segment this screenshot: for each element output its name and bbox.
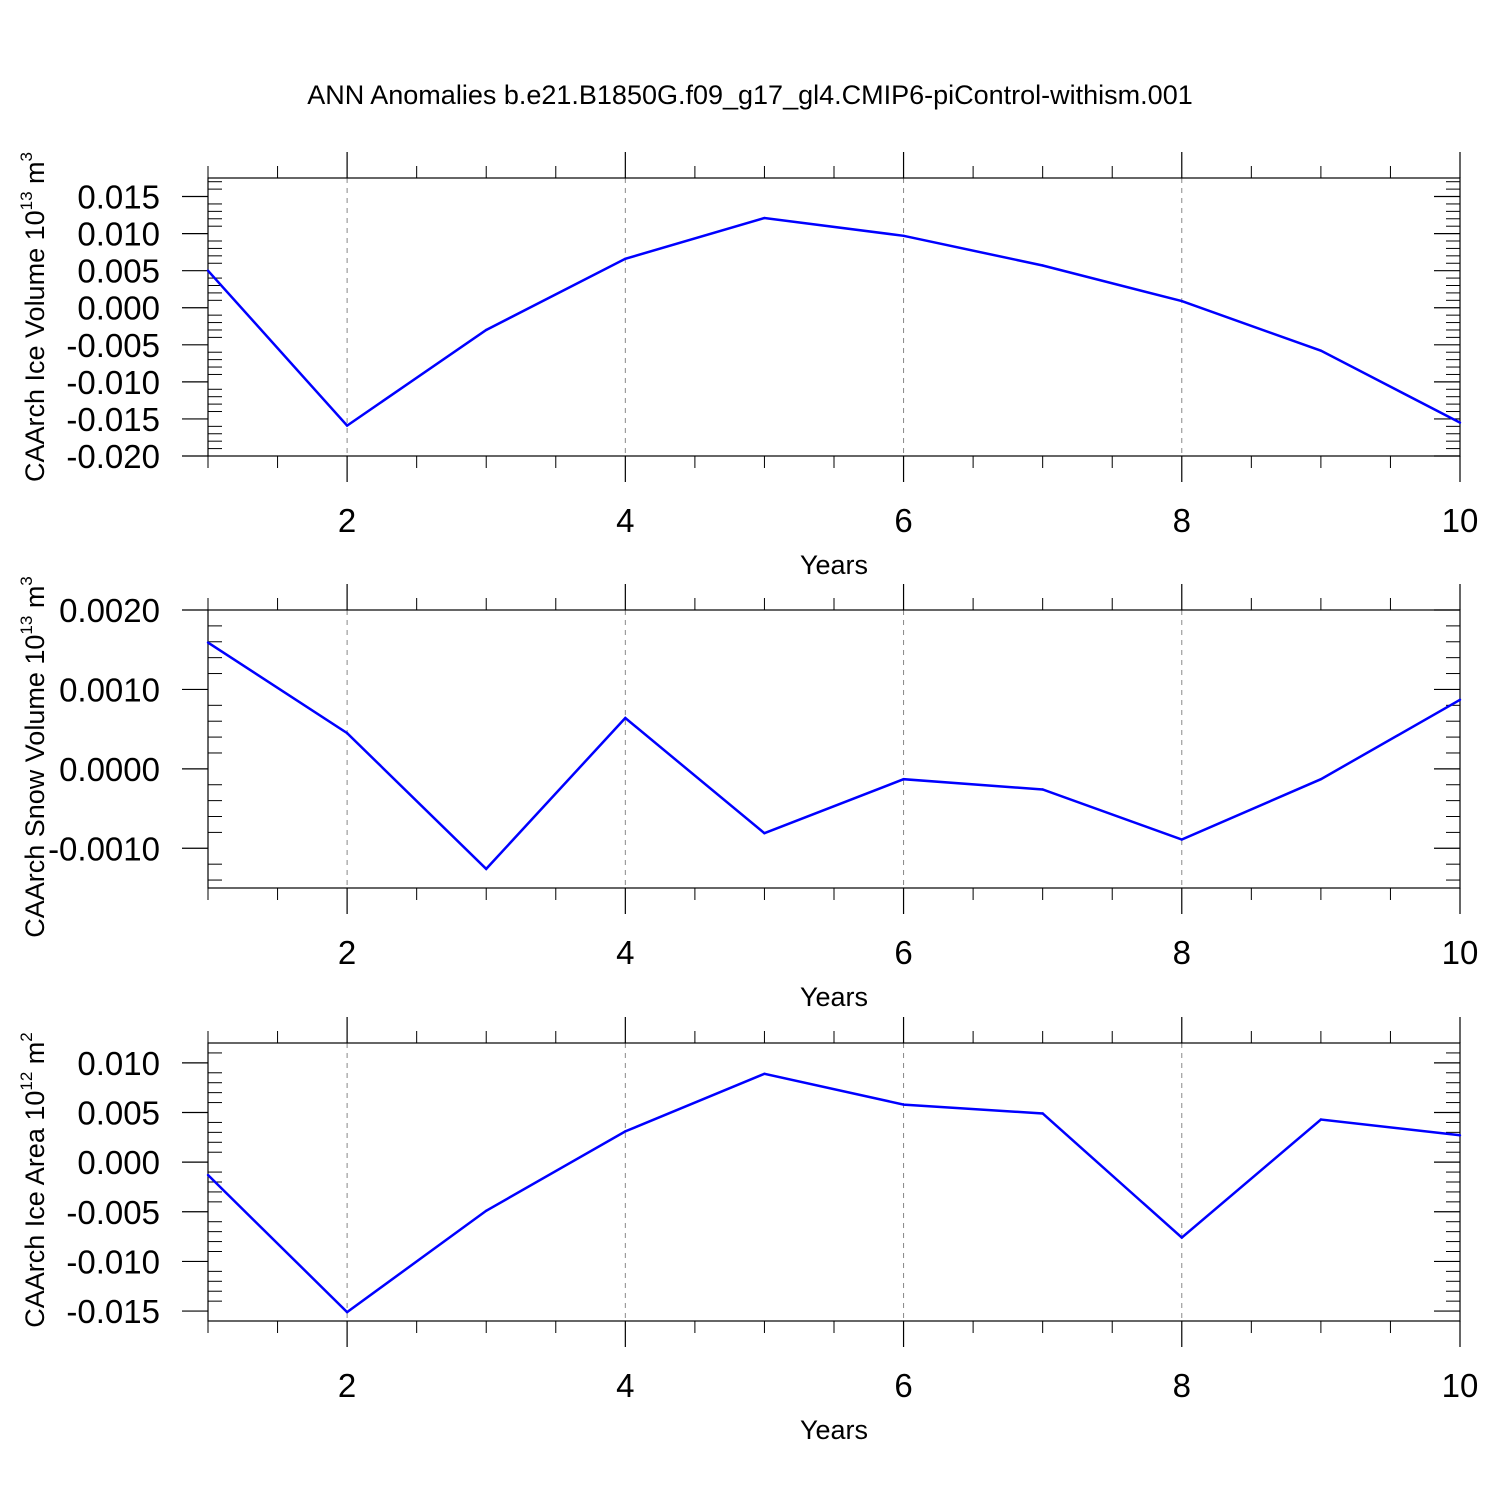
y-tick-label: 0.010 bbox=[77, 216, 160, 253]
data-point bbox=[345, 1310, 349, 1314]
data-point bbox=[902, 777, 905, 781]
data-point bbox=[1458, 1134, 1462, 1137]
plot-frame bbox=[207, 609, 1461, 889]
y-axis-label-part: 2 bbox=[17, 1032, 36, 1041]
y-tick-label: -0.010 bbox=[66, 1243, 160, 1280]
y-axis-label: CAArch Ice Volume 1013 m3 bbox=[17, 152, 50, 482]
data-point bbox=[485, 867, 488, 871]
data-point bbox=[1319, 1118, 1323, 1121]
x-tick-label: 4 bbox=[616, 502, 634, 539]
y-tick-label: 0.0010 bbox=[59, 671, 160, 708]
data-point bbox=[1319, 777, 1323, 781]
x-tick-label: 8 bbox=[1173, 934, 1191, 971]
x-axis-label: Years bbox=[800, 1415, 868, 1445]
x-axis-label: Years bbox=[800, 550, 868, 580]
x-tick-label: 8 bbox=[1173, 1367, 1191, 1404]
y-axis-label: CAArch Snow Volume 1013 m3 bbox=[17, 576, 50, 938]
y-axis-label-part: 13 bbox=[17, 616, 36, 635]
x-tick-label: 2 bbox=[338, 502, 356, 539]
y-tick-label: -0.020 bbox=[66, 438, 160, 475]
y-tick-label: -0.005 bbox=[66, 327, 160, 364]
y-tick-label: -0.015 bbox=[66, 1293, 160, 1330]
x-axis-label: Years bbox=[800, 982, 868, 1012]
data-point bbox=[1458, 421, 1462, 424]
panel-1: 2 4 6 8 10 -0.020-0.015-0.010-0.0050.0000.005… bbox=[17, 152, 1478, 580]
data-point bbox=[763, 1072, 766, 1075]
y-axis-label-part: CAArch Snow Volume 10 bbox=[20, 635, 50, 938]
y-tick-label: 0.000 bbox=[77, 290, 160, 327]
x-tick-label: 10 bbox=[1442, 1367, 1479, 1404]
y-tick-label: 0.0000 bbox=[59, 751, 160, 788]
x-tick-label: 2 bbox=[338, 1367, 356, 1404]
data-point bbox=[1319, 349, 1323, 352]
x-tick-label: 6 bbox=[894, 502, 912, 539]
x-tick-label: 2 bbox=[338, 934, 356, 971]
data-point bbox=[206, 641, 210, 644]
y-tick-label: -0.010 bbox=[66, 364, 160, 401]
y-axis-label-part: m bbox=[20, 1042, 50, 1072]
x-tick-label: 10 bbox=[1442, 934, 1479, 971]
panel-2: 2 4 6 8 10 -0.0010 0.0000 0.0010 0.0020 Years CAAr… bbox=[17, 576, 1478, 1012]
data-point bbox=[763, 216, 766, 220]
x-tick-label: 6 bbox=[894, 934, 912, 971]
y-axis-label-part: m bbox=[20, 586, 50, 616]
data-point bbox=[1180, 299, 1183, 303]
y-tick-label: 0.005 bbox=[77, 253, 160, 290]
data-point bbox=[624, 1130, 627, 1133]
y-tick-label: -0.0010 bbox=[48, 830, 160, 867]
data-point bbox=[763, 831, 766, 835]
data-point bbox=[485, 328, 488, 332]
y-tick-label: 0.000 bbox=[77, 1144, 160, 1181]
x-tick-label: 4 bbox=[616, 934, 634, 971]
data-point bbox=[1041, 788, 1044, 791]
data-point bbox=[624, 716, 627, 720]
data-point bbox=[485, 1209, 488, 1212]
data-point bbox=[902, 234, 905, 238]
x-tick-label: 6 bbox=[894, 1367, 912, 1404]
data-point bbox=[345, 424, 349, 427]
y-tick-label: -0.005 bbox=[66, 1194, 160, 1231]
data-point bbox=[1180, 838, 1183, 841]
y-tick-label: -0.015 bbox=[66, 401, 160, 438]
x-tick-label: 10 bbox=[1442, 502, 1479, 539]
y-axis-label-part: m bbox=[20, 161, 50, 191]
data-point bbox=[624, 257, 627, 261]
x-tick-label: 8 bbox=[1173, 502, 1191, 539]
data-point bbox=[206, 1173, 210, 1177]
y-tick-label: 0.010 bbox=[77, 1045, 160, 1082]
data-point bbox=[206, 269, 210, 272]
data-point bbox=[1041, 1112, 1044, 1115]
y-axis-label-part: CAArch Ice Area 10 bbox=[20, 1091, 50, 1328]
data-point bbox=[345, 731, 349, 735]
y-axis-label-part: 12 bbox=[17, 1072, 36, 1091]
y-axis-label-part: CAArch Ice Volume 10 bbox=[20, 210, 50, 482]
chart-title: ANN Anomalies b.e21.B1850G.f09_g17_gl4.C… bbox=[307, 80, 1193, 110]
data-point bbox=[902, 1103, 905, 1106]
plot-frame bbox=[207, 1042, 1461, 1322]
data-point bbox=[1041, 264, 1044, 267]
plot-frame bbox=[207, 177, 1461, 457]
series-line bbox=[207, 1072, 1461, 1314]
panel-3: 2 4 6 8 10 -0.015 -0.010 -0.005 0.000 0.005 0.010 Y… bbox=[17, 1017, 1478, 1445]
y-axis-label-part: 13 bbox=[17, 191, 36, 210]
x-tick-label: 4 bbox=[616, 1367, 634, 1404]
series-line bbox=[207, 216, 1461, 428]
y-axis-label-part: 3 bbox=[17, 576, 36, 585]
y-tick-label: 0.0020 bbox=[59, 592, 160, 629]
y-tick-label: 0.015 bbox=[77, 179, 160, 216]
data-point bbox=[1180, 1236, 1183, 1239]
y-axis-label: CAArch Ice Area 1012 m2 bbox=[17, 1032, 50, 1328]
y-tick-label: 0.005 bbox=[77, 1095, 160, 1132]
data-point bbox=[1458, 698, 1462, 701]
y-axis-label-part: 3 bbox=[17, 152, 36, 161]
series-line bbox=[207, 641, 1461, 871]
